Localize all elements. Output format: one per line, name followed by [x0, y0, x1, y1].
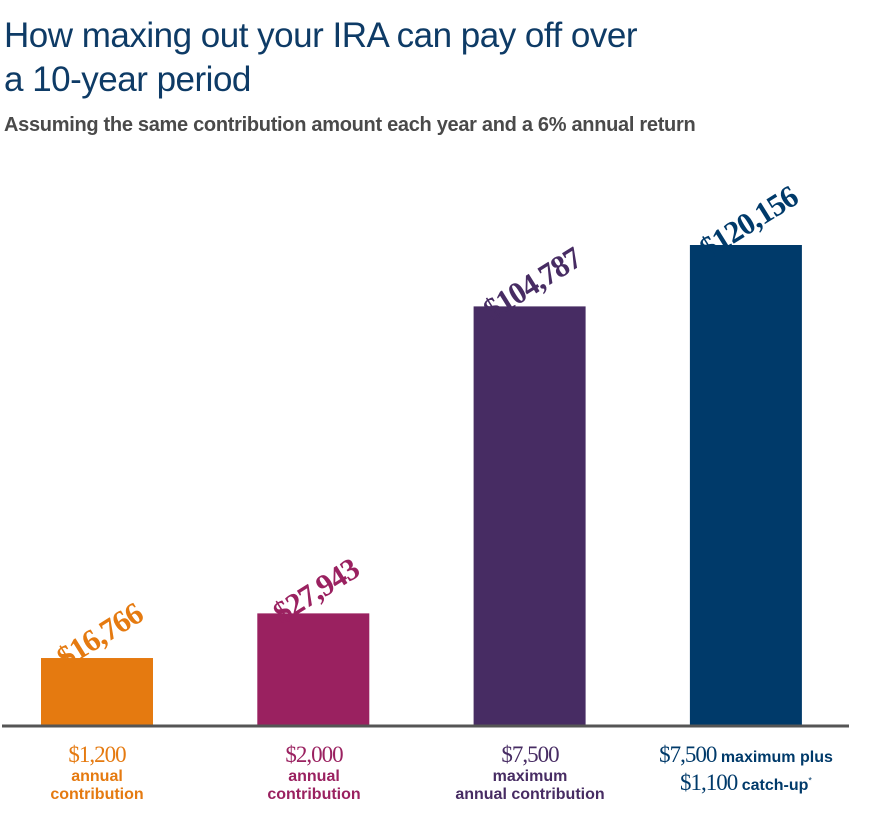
title-line-2: a 10-year period: [4, 60, 251, 99]
category-desc: annual contribution: [267, 768, 361, 803]
category-amount: $2,000: [285, 742, 343, 767]
chart-title: How maxing out your IRA can pay off over…: [4, 14, 638, 102]
chart-subtitle: Assuming the same contribution amount ea…: [4, 114, 696, 136]
category-desc: maximum annual contribution: [455, 768, 605, 803]
title-line-1: How maxing out your IRA can pay off over: [4, 16, 638, 55]
category-label-4: $7,500 maximum plus $1,100 catch-up*: [659, 742, 833, 795]
bar-4: [689, 245, 802, 725]
bar-2: [257, 613, 370, 725]
bar-1: [41, 658, 153, 725]
bar-3: [473, 306, 586, 725]
category-desc: annual contribution: [50, 768, 144, 803]
category-amount: $1,200: [68, 742, 126, 767]
category-amount: $7,500: [501, 742, 559, 767]
category-label-1: $1,200 annual contribution: [0, 742, 207, 804]
category-label-2: $2,000 annual contribution: [204, 742, 424, 804]
category-label-3: $7,500 maximum annual contribution: [420, 742, 640, 804]
